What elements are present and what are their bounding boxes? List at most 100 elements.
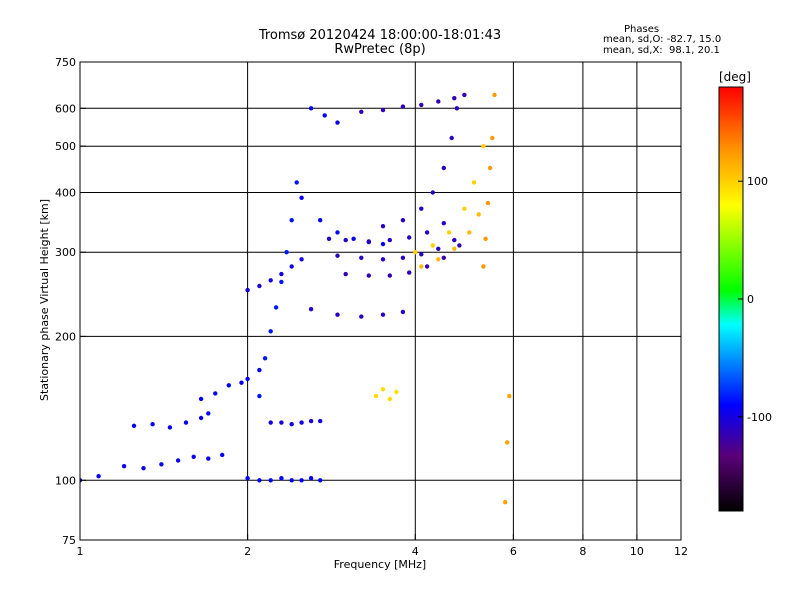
data-point (424, 264, 430, 269)
data-series (299, 195, 386, 247)
x-tick-label: 4 (412, 545, 419, 558)
data-point (359, 109, 364, 115)
data-series (419, 212, 481, 269)
data-point (485, 200, 491, 206)
data-series (326, 221, 446, 244)
plot-frame (79, 61, 682, 541)
data-point (322, 113, 327, 118)
data-point (245, 287, 250, 293)
x-tick-label: 2 (244, 545, 251, 558)
data-series (308, 106, 340, 125)
data-points (80, 92, 512, 505)
data-point (387, 396, 392, 402)
data-series (198, 367, 262, 402)
data-series (245, 476, 323, 483)
data-point (335, 120, 340, 125)
data-point (150, 422, 155, 427)
data-point (284, 250, 289, 255)
data-point (268, 478, 273, 483)
data-point (441, 221, 446, 226)
data-point (268, 329, 273, 334)
x-tick-label: 12 (674, 545, 688, 558)
data-point (476, 212, 481, 217)
data-point (436, 257, 441, 262)
data-point (373, 393, 379, 399)
phases-o-stats: mean, sd,O: -82.7, 15.0 (603, 34, 722, 45)
data-point (366, 273, 371, 278)
data-point (503, 500, 508, 505)
data-point (198, 396, 204, 402)
data-point (257, 283, 262, 289)
data-point (490, 135, 495, 141)
data-point (131, 423, 137, 428)
data-point (394, 389, 399, 395)
data-point (289, 218, 294, 223)
data-point (141, 466, 146, 471)
data-point (335, 253, 340, 258)
data-point (441, 165, 446, 171)
data-point (400, 104, 406, 109)
data-point (167, 425, 173, 430)
data-point (257, 393, 262, 399)
data-point (299, 420, 304, 425)
x-tick-label: 8 (579, 545, 586, 558)
y-axis-label: Stationary phase Virtual Height [km] (38, 199, 51, 401)
data-point (226, 383, 231, 388)
data-point (413, 250, 418, 255)
data-point (387, 273, 392, 278)
data-point (436, 246, 441, 251)
data-point (424, 230, 430, 235)
data-point (279, 279, 284, 285)
data-point (419, 206, 424, 211)
data-point (318, 478, 323, 483)
data-point (279, 420, 284, 425)
data-point (419, 264, 424, 269)
data-point (387, 237, 392, 243)
data-point (198, 415, 204, 421)
data-point (96, 474, 101, 479)
data-point (351, 236, 356, 241)
data-point (481, 264, 486, 269)
data-point (380, 107, 386, 113)
data-point (380, 312, 386, 317)
data-point (343, 271, 348, 277)
chart-title: Tromsø 20120424 18:00:00-18:01:43 (258, 28, 502, 43)
data-point (273, 305, 279, 310)
colorbar-tick-label: 0 (747, 293, 754, 306)
data-series (257, 180, 299, 399)
y-tick-label: 500 (55, 140, 76, 153)
data-point (326, 236, 332, 241)
data-point (335, 312, 340, 317)
data-point (446, 230, 452, 235)
data-point (239, 380, 244, 385)
data-point (299, 478, 304, 483)
data-point (308, 106, 314, 111)
data-point (430, 243, 435, 248)
data-point (419, 102, 424, 108)
y-tick-label: 750 (55, 56, 76, 69)
data-point (294, 180, 299, 185)
data-point (359, 314, 364, 319)
x-tick-label: 10 (630, 545, 644, 558)
data-point (206, 456, 211, 461)
data-point (191, 454, 196, 459)
data-point (245, 376, 250, 382)
data-series (131, 411, 211, 430)
data-point (289, 422, 294, 427)
data-point (441, 255, 446, 260)
data-point (308, 307, 314, 312)
data-point (407, 270, 412, 275)
chart-subtitle: RwPretec (8p) (334, 42, 426, 57)
colorbar-label: [deg] (719, 70, 751, 84)
data-series (80, 452, 225, 483)
data-point (121, 464, 127, 469)
x-axis-label: Frequency [MHz] (334, 558, 426, 571)
data-point (481, 144, 486, 149)
colorbar-tick-label: 100 (747, 175, 768, 188)
data-point (268, 420, 273, 425)
data-point (279, 271, 284, 277)
data-point (257, 367, 262, 373)
data-point (380, 241, 386, 247)
